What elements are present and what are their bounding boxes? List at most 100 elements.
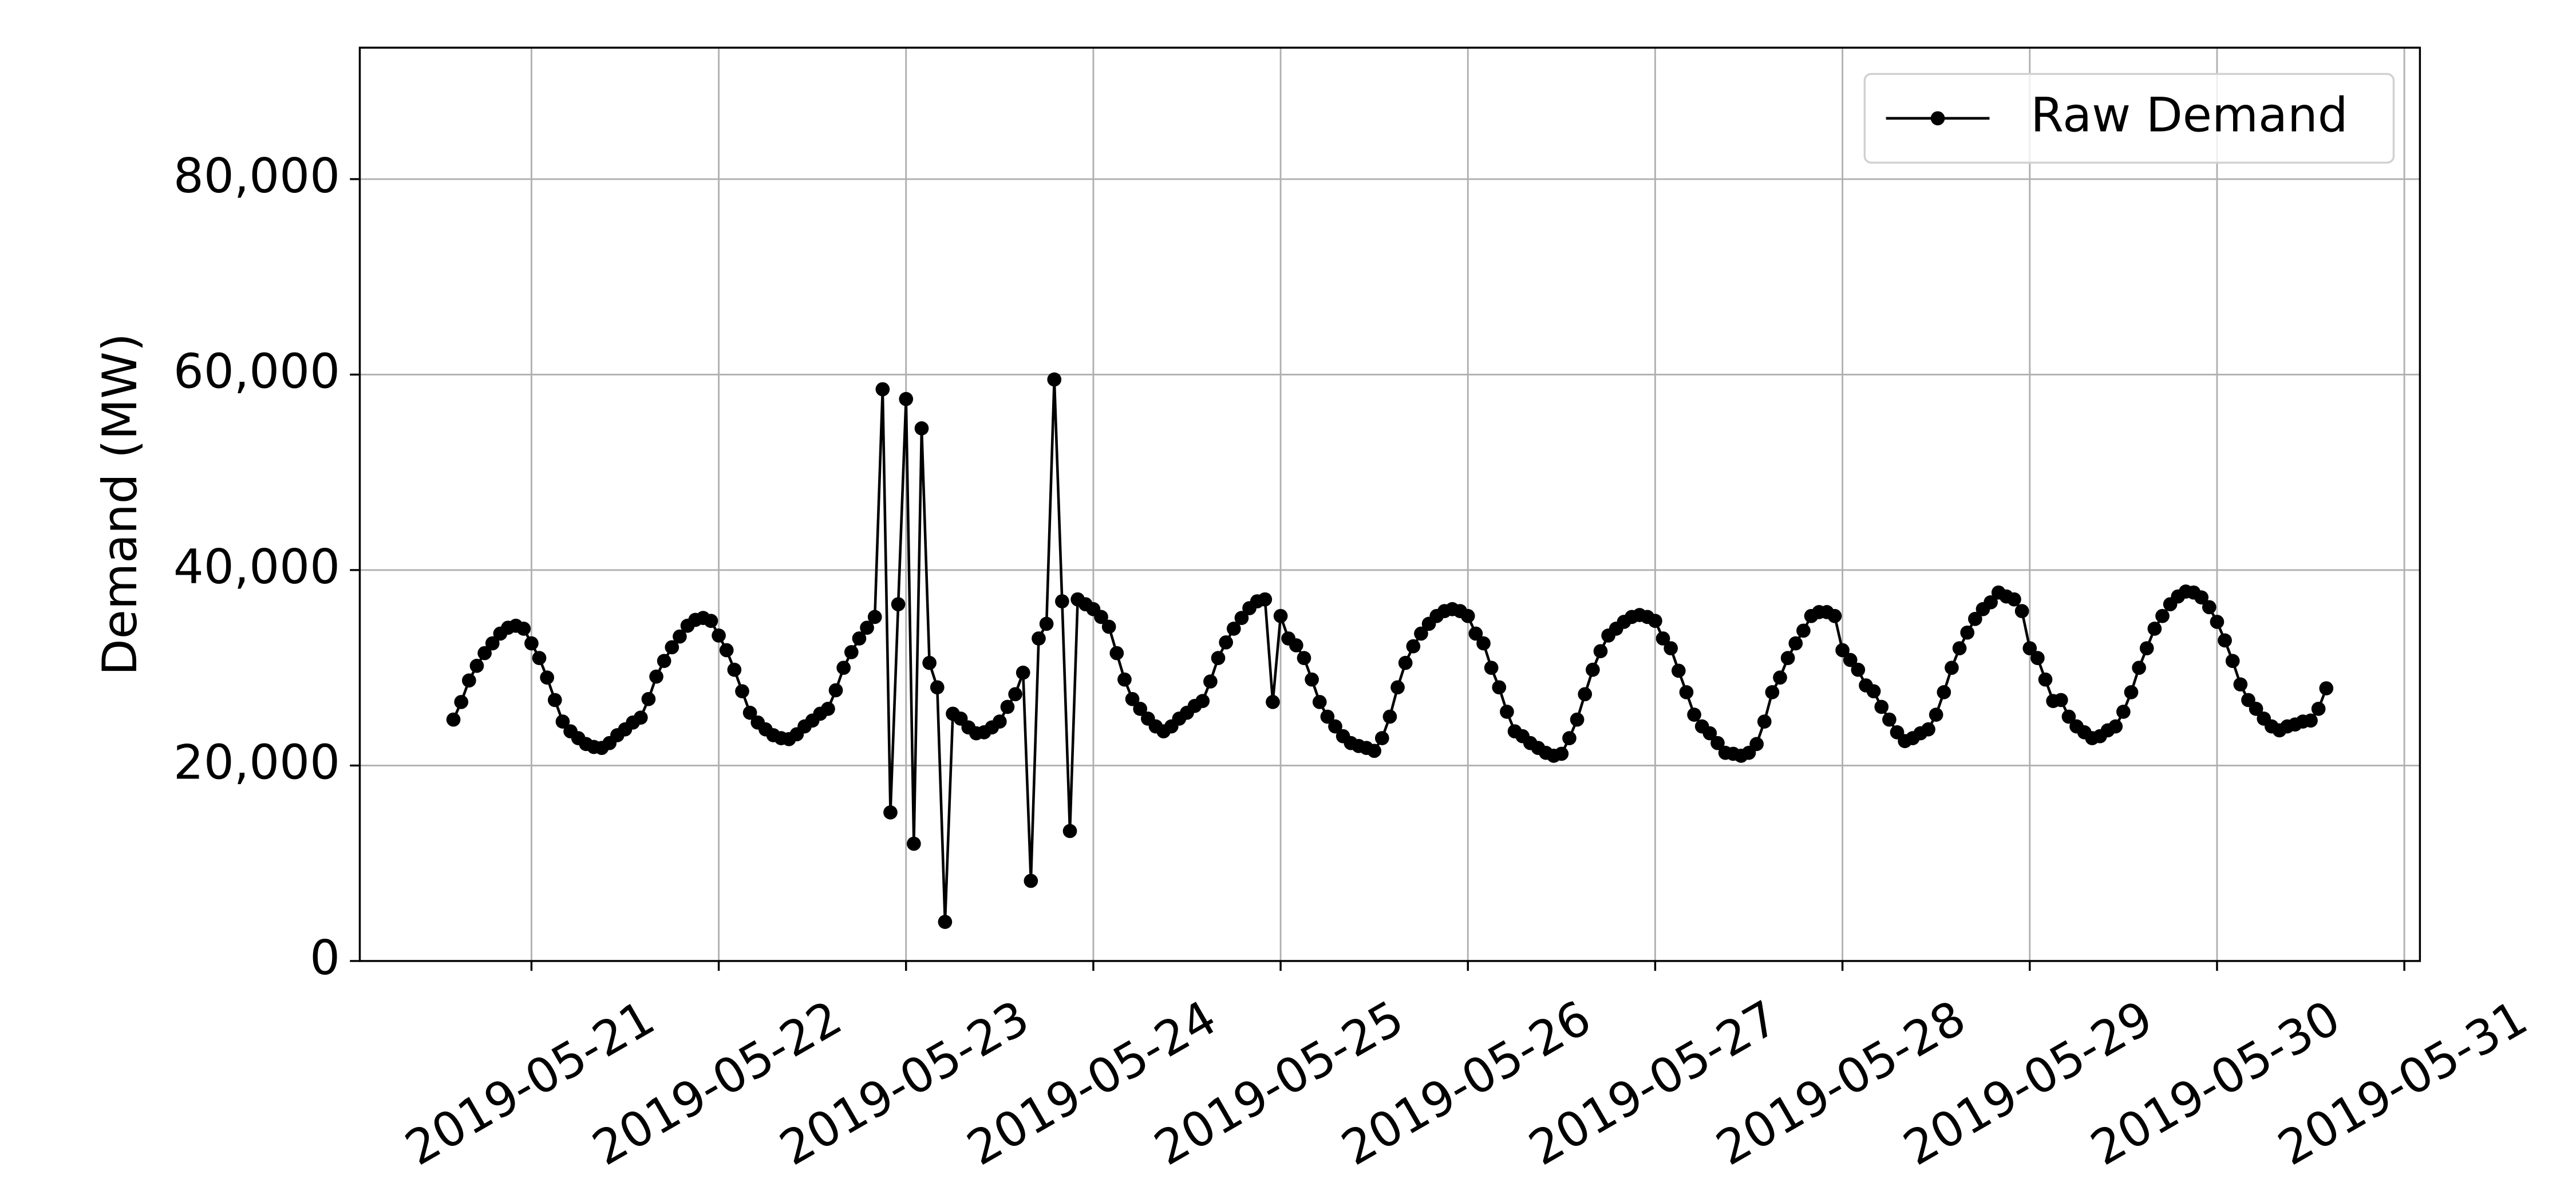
data-point (891, 597, 906, 612)
data-point (2022, 641, 2037, 655)
data-point (1117, 672, 1132, 687)
data-point (2202, 600, 2217, 615)
data-point (1671, 663, 1686, 678)
data-point (2038, 672, 2053, 687)
data-point (1937, 685, 1951, 699)
data-point (867, 610, 882, 624)
data-point (1710, 736, 1725, 750)
data-point (1967, 611, 1982, 626)
data-point (2311, 702, 2326, 716)
data-point (914, 421, 929, 436)
data-point (992, 714, 1007, 729)
data-point (524, 636, 539, 651)
data-point (2014, 604, 2029, 618)
data-point (821, 702, 835, 716)
data-point (1109, 646, 1124, 661)
data-point (1656, 631, 1670, 646)
legend-box (1863, 73, 2395, 164)
data-point (485, 636, 500, 651)
data-point (1679, 685, 1694, 699)
data-point (1687, 707, 1701, 722)
data-point (1008, 687, 1022, 702)
data-point (742, 705, 757, 720)
data-point (1062, 824, 1077, 839)
data-point (844, 645, 859, 659)
data-point (2053, 693, 2068, 707)
data-point (2218, 633, 2232, 648)
data-point (1297, 651, 1311, 665)
data-point (1328, 719, 1342, 734)
data-point (1749, 737, 1764, 752)
data-point (1945, 661, 1959, 675)
data-point (1195, 694, 1210, 709)
data-point (1320, 709, 1335, 724)
data-point (852, 631, 867, 646)
data-point (1039, 616, 1054, 631)
data-point (1882, 712, 1897, 727)
data-point (516, 622, 531, 636)
data-point (1390, 680, 1405, 695)
data-point (2304, 713, 2318, 728)
data-point (2132, 661, 2146, 675)
data-point (633, 710, 648, 725)
data-point (454, 695, 469, 709)
data-point (2116, 705, 2131, 719)
data-point (1827, 608, 1842, 623)
data-point (2061, 709, 2076, 724)
y-tick-label: 40,000 (173, 539, 340, 595)
legend-label: Raw Demand (2030, 88, 2348, 143)
data-point (1468, 626, 1483, 641)
data-point (2139, 641, 2154, 655)
data-point (930, 680, 945, 695)
data-point (899, 392, 914, 406)
data-point (555, 714, 570, 729)
data-point (1032, 631, 1046, 646)
data-point (883, 805, 898, 820)
data-point (1000, 699, 1015, 714)
data-point (1094, 610, 1108, 624)
data-point (477, 646, 492, 661)
data-point (1835, 643, 1850, 658)
data-point (2147, 622, 2162, 636)
data-point (1289, 638, 1303, 653)
data-point (1367, 744, 1382, 758)
data-point (1554, 746, 1569, 761)
data-point (2194, 590, 2209, 605)
data-point (1960, 625, 1975, 640)
data-point (1125, 691, 1140, 706)
data-point (836, 661, 851, 675)
data-point (719, 643, 734, 658)
data-point (1016, 665, 1030, 680)
data-point (1500, 705, 1514, 719)
data-point (2249, 702, 2263, 716)
data-point (2225, 654, 2240, 669)
data-point (1398, 655, 1413, 670)
data-point (1593, 644, 1608, 658)
data-point (1757, 714, 1772, 729)
data-point (540, 670, 555, 685)
data-point (1664, 641, 1678, 655)
data-point (1305, 672, 1319, 687)
data-point (649, 669, 663, 684)
data-point (1203, 674, 1218, 689)
data-point (1874, 699, 1889, 714)
data-point (1055, 594, 1069, 608)
data-point (2210, 615, 2225, 629)
data-point (1586, 662, 1600, 677)
data-point (907, 836, 921, 851)
data-point (657, 654, 671, 669)
data-point (1273, 608, 1288, 623)
data-point (1570, 712, 1585, 727)
axes-frame (358, 46, 2421, 962)
data-point (2108, 719, 2123, 734)
data-point (727, 662, 742, 677)
data-point (2124, 685, 2139, 699)
data-point (1788, 636, 1803, 651)
legend-marker (1930, 111, 1945, 126)
data-point (2007, 592, 2021, 607)
data-point (1258, 592, 1273, 607)
data-point (1796, 623, 1811, 638)
data-point (1851, 662, 1866, 677)
data-point (1648, 614, 1662, 628)
